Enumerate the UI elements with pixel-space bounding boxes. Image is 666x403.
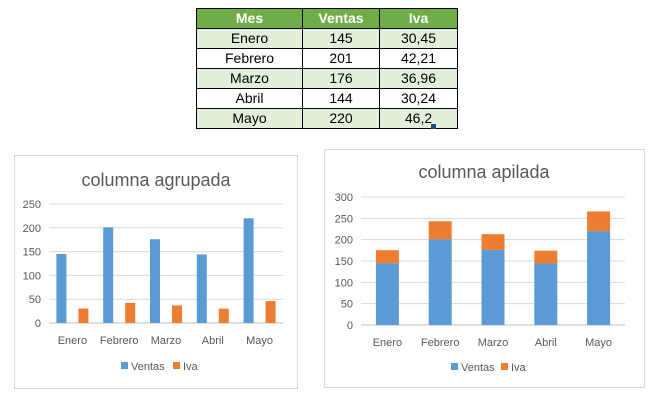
cell-mes[interactable]: Mayo xyxy=(196,108,303,129)
bar-iva xyxy=(125,302,136,323)
bar-ventas xyxy=(243,218,254,323)
bar-ventas xyxy=(428,239,452,325)
legend-swatch-iva xyxy=(501,363,508,370)
cell-iva[interactable]: 30,45 xyxy=(379,28,458,49)
bar-iva xyxy=(172,305,182,323)
chart-title: columna agrupada xyxy=(81,170,231,190)
bar-ventas xyxy=(196,254,207,323)
x-tick-label: Febrero xyxy=(100,335,139,347)
legend-swatch-iva xyxy=(173,362,180,369)
cell-iva[interactable]: 42,21 xyxy=(379,48,458,69)
data-table: Mes Ventas Iva Enero 145 30,45 Febrero 2… xyxy=(196,8,458,129)
chart-svg-apilada: columna apilada 0 50 100 150 200 250 300 Enero Fe… xyxy=(335,162,625,374)
legend-label: Ventas xyxy=(461,362,495,374)
y-tick-label: 250 xyxy=(335,213,353,225)
bar-ventas xyxy=(150,239,160,323)
y-tick-label: 100 xyxy=(23,270,41,282)
bar-iva xyxy=(265,301,276,323)
y-tick-label: 150 xyxy=(335,256,353,268)
header-mes: Mes xyxy=(196,8,303,29)
legend-swatch-ventas xyxy=(451,363,458,370)
cell-iva[interactable]: 36,96 xyxy=(379,68,458,89)
y-tick-label: 50 xyxy=(29,294,41,306)
y-tick-label: 250 xyxy=(23,199,41,211)
y-tick-label: 0 xyxy=(35,318,41,330)
bar-ventas xyxy=(103,227,114,323)
table-header-row: Mes Ventas Iva xyxy=(196,8,458,29)
x-tick-label: Mayo xyxy=(585,337,612,349)
x-tick-label: Febrero xyxy=(421,337,460,349)
bar-iva xyxy=(534,250,558,264)
y-tick-label: 100 xyxy=(335,277,353,289)
bar-iva xyxy=(78,308,89,323)
bar-ventas xyxy=(534,263,558,325)
legend-label: Iva xyxy=(183,361,199,373)
x-tick-label: Mayo xyxy=(246,335,273,347)
chart-svg-agrupada: columna agrupada 0 50 100 150 200 250 Enero Febr… xyxy=(23,170,283,373)
table-row: Abril 144 30,24 xyxy=(196,88,458,109)
cell-iva[interactable]: 30,24 xyxy=(379,88,458,109)
x-tick-label: Abril xyxy=(202,335,224,347)
cell-mes[interactable]: Enero xyxy=(196,28,303,49)
legend-swatch-ventas xyxy=(121,362,128,369)
x-tick-label: Marzo xyxy=(151,335,182,347)
table-row: Mayo 220 46,2 xyxy=(196,108,458,129)
cell-mes[interactable]: Febrero xyxy=(196,48,303,69)
table-row: Enero 145 30,45 xyxy=(196,28,458,49)
bar-ventas xyxy=(587,231,611,325)
x-tick-label: Enero xyxy=(373,337,402,349)
table-row: Febrero 201 42,21 xyxy=(196,48,458,69)
x-tick-label: Abril xyxy=(535,337,557,349)
cell-mes[interactable]: Marzo xyxy=(196,68,303,89)
bar-iva xyxy=(375,250,399,264)
bar-ventas xyxy=(375,263,399,325)
bar-ventas xyxy=(56,253,67,323)
chart-columna-apilada[interactable]: columna apilada 0 50 100 150 200 250 300 Enero Fe… xyxy=(324,149,645,388)
bar-iva xyxy=(481,234,505,250)
legend-label: Iva xyxy=(511,362,527,374)
header-iva: Iva xyxy=(379,8,458,29)
y-tick-label: 150 xyxy=(23,247,41,259)
bar-iva xyxy=(587,211,611,232)
cell-ventas[interactable]: 145 xyxy=(302,28,380,49)
x-tick-label: Marzo xyxy=(478,337,509,349)
y-tick-label: 200 xyxy=(335,235,353,247)
cell-iva[interactable]: 46,2 xyxy=(379,108,458,129)
table-row: Marzo 176 36,96 xyxy=(196,68,458,89)
cell-ventas[interactable]: 176 xyxy=(302,68,380,89)
cell-ventas[interactable]: 220 xyxy=(302,108,380,129)
table-resize-handle[interactable] xyxy=(431,124,436,129)
chart-title: columna apilada xyxy=(418,162,550,182)
x-tick-label: Enero xyxy=(58,335,87,347)
cell-ventas[interactable]: 144 xyxy=(302,88,380,109)
bar-iva xyxy=(218,308,229,323)
chart-columna-agrupada[interactable]: columna agrupada 0 50 100 150 200 250 Enero Febr… xyxy=(14,155,298,389)
y-tick-label: 0 xyxy=(347,320,353,332)
cell-mes[interactable]: Abril xyxy=(196,88,303,109)
legend-label: Ventas xyxy=(131,361,165,373)
cell-ventas[interactable]: 201 xyxy=(302,48,380,69)
bar-iva xyxy=(428,221,452,240)
y-tick-label: 200 xyxy=(23,223,41,235)
y-tick-label: 50 xyxy=(341,299,353,311)
y-tick-label: 300 xyxy=(335,192,353,204)
bar-ventas xyxy=(481,249,505,325)
header-ventas: Ventas xyxy=(302,8,380,29)
